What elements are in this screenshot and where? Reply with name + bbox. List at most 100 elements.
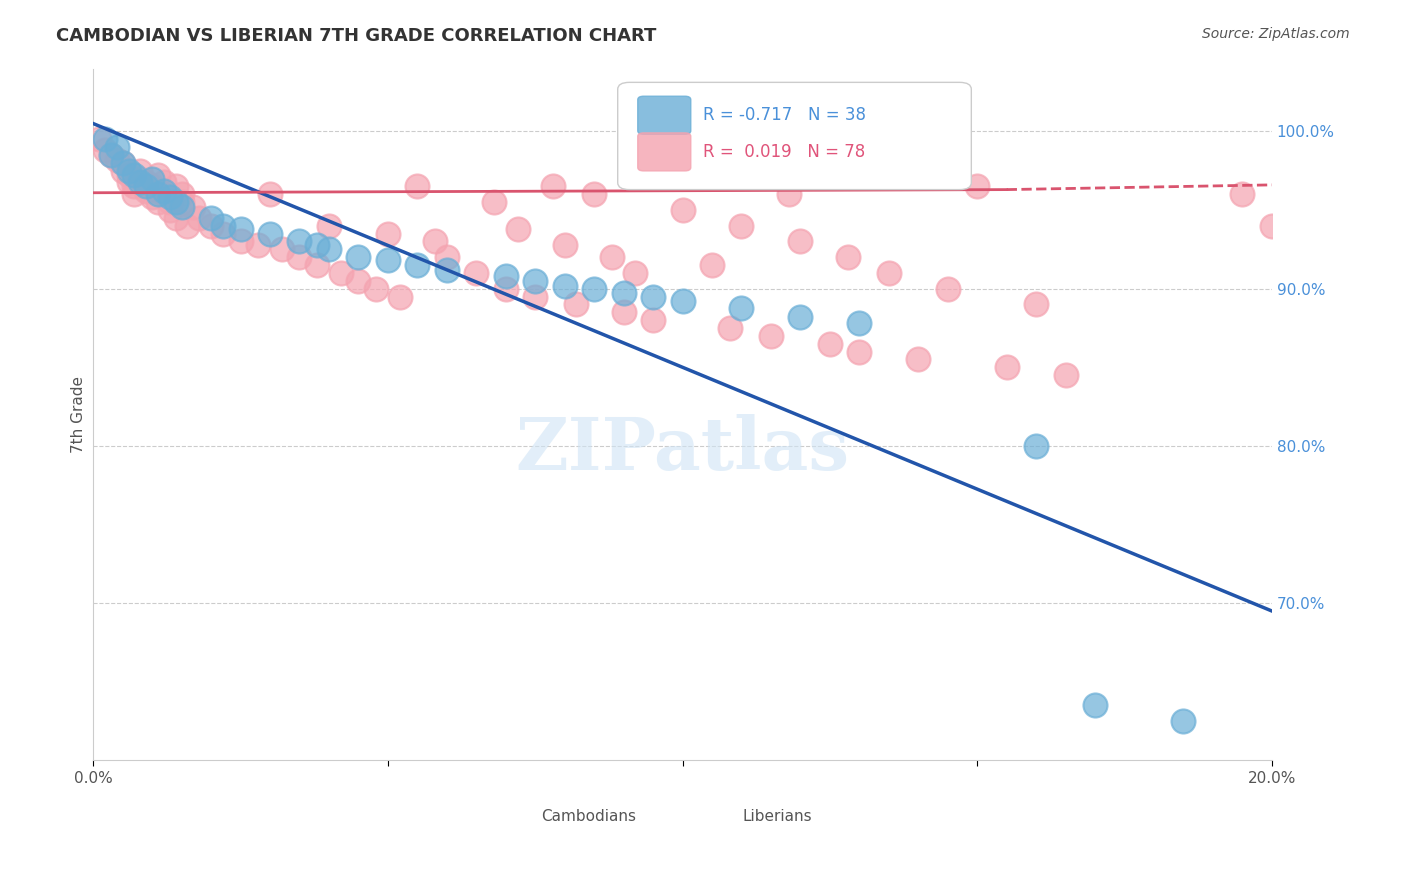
Point [259, 187, 281, 202]
Point [200, 211, 222, 225]
Text: Liberians: Liberians [742, 809, 811, 824]
Point [170, 195, 193, 210]
Point [87, 132, 110, 146]
Text: Source: ZipAtlas.com: Source: ZipAtlas.com [1202, 27, 1350, 41]
Point [837, 250, 859, 264]
FancyBboxPatch shape [638, 96, 690, 135]
Point [141, 179, 163, 194]
Point [105, 140, 128, 154]
Point [406, 258, 429, 272]
Point [135, 175, 157, 189]
Point [818, 336, 841, 351]
Point [789, 310, 811, 324]
Text: ZIPatlas: ZIPatlas [516, 414, 849, 484]
Point [541, 179, 564, 194]
Point [170, 187, 193, 202]
Point [188, 211, 211, 225]
Point [613, 305, 636, 319]
Point [288, 250, 311, 264]
Y-axis label: 7th Grade: 7th Grade [72, 376, 86, 453]
Point [141, 190, 163, 204]
Point [1261, 219, 1284, 233]
Point [94, 143, 117, 157]
Point [307, 258, 329, 272]
Point [211, 219, 233, 233]
Point [288, 235, 311, 249]
Point [211, 227, 233, 241]
Point [482, 195, 505, 210]
Point [554, 237, 576, 252]
Point [141, 171, 163, 186]
Point [565, 297, 588, 311]
Point [347, 274, 370, 288]
Point [907, 352, 929, 367]
Point [200, 219, 222, 233]
Point [124, 187, 146, 202]
Point [100, 148, 122, 162]
Point [613, 286, 636, 301]
Point [270, 243, 292, 257]
Point [406, 179, 429, 194]
Point [259, 227, 281, 241]
Point [124, 169, 146, 183]
Point [176, 219, 198, 233]
Point [105, 153, 128, 167]
Point [423, 235, 446, 249]
Point [789, 235, 811, 249]
Point [135, 179, 157, 194]
Point [1025, 297, 1047, 311]
FancyBboxPatch shape [506, 788, 547, 822]
Point [718, 321, 741, 335]
Point [641, 289, 664, 303]
Point [229, 235, 252, 249]
Point [111, 156, 134, 170]
Point [524, 274, 547, 288]
Point [117, 175, 139, 189]
Point [146, 187, 169, 202]
Point [671, 294, 693, 309]
Point [730, 301, 752, 315]
Point [465, 266, 488, 280]
Point [848, 316, 870, 330]
Point [877, 266, 900, 280]
Point [1025, 439, 1047, 453]
Point [146, 195, 169, 210]
Point [377, 253, 399, 268]
Point [146, 169, 169, 183]
Point [247, 237, 270, 252]
Point [153, 175, 176, 189]
Point [624, 266, 647, 280]
Point [170, 200, 193, 214]
Point [159, 190, 181, 204]
Point [165, 195, 187, 210]
Point [583, 187, 606, 202]
FancyBboxPatch shape [638, 133, 690, 171]
Point [495, 282, 517, 296]
Point [117, 163, 139, 178]
Point [129, 171, 152, 186]
FancyBboxPatch shape [718, 788, 759, 822]
Point [641, 313, 664, 327]
Point [524, 289, 547, 303]
Point [111, 163, 134, 178]
Point [671, 202, 693, 217]
Point [600, 250, 623, 264]
Point [129, 175, 152, 189]
Point [94, 132, 117, 146]
Text: R =  0.019   N = 78: R = 0.019 N = 78 [703, 143, 865, 161]
Point [229, 222, 252, 236]
Point [995, 360, 1018, 375]
Point [848, 344, 870, 359]
Point [165, 211, 187, 225]
Point [129, 163, 152, 178]
Point [730, 219, 752, 233]
Point [183, 200, 205, 214]
Point [318, 219, 340, 233]
Point [377, 227, 399, 241]
Point [117, 169, 139, 183]
Point [135, 184, 157, 198]
Point [506, 222, 529, 236]
Point [329, 266, 352, 280]
Point [778, 187, 800, 202]
Point [1084, 698, 1107, 713]
